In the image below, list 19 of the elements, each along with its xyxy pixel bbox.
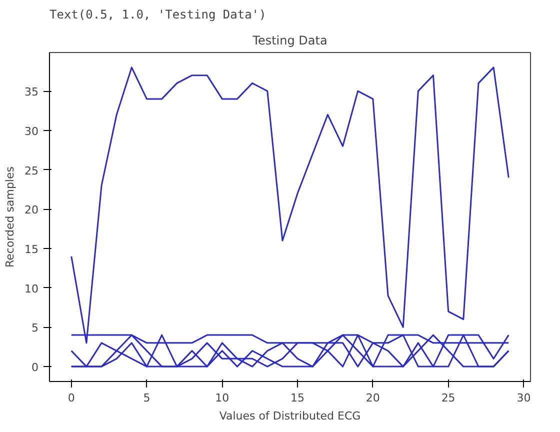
y-tick-label: 0 (32, 361, 38, 374)
x-tick-label: 0 (68, 392, 75, 404)
x-tick-label: 30 (516, 392, 531, 404)
x-tick-label: 5 (143, 392, 150, 404)
y-tick-label: 20 (24, 204, 39, 217)
x-tick-label: 20 (366, 392, 380, 404)
y-tick-label: 30 (24, 124, 39, 138)
x-axis-title: Values of Distributed ECG (219, 410, 361, 422)
y-tick-label: 5 (32, 322, 38, 335)
chart-title: Testing Data (252, 34, 328, 48)
y-tick-label: 15 (24, 242, 39, 256)
y-tick-label: 35 (24, 86, 39, 99)
y-tick-label: 25 (24, 164, 39, 178)
x-tick-label: 25 (441, 392, 456, 404)
y-axis-title: Recorded samples (4, 166, 17, 268)
text: Text(0.5, 1.0, 'Testing Data') (50, 8, 266, 22)
x-tick-label: 10 (215, 392, 230, 404)
x-tick-label: 15 (290, 392, 305, 404)
y-tick-label: 10 (24, 282, 39, 296)
